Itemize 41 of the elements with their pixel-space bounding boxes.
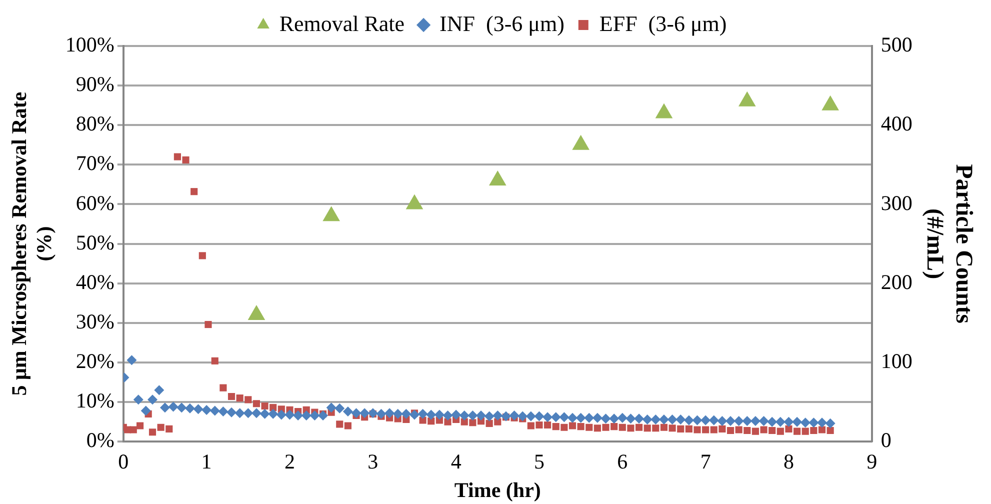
y-tick-label: 70%	[76, 151, 114, 176]
point	[655, 103, 673, 118]
point	[322, 206, 340, 222]
x-tick-label: 4	[450, 450, 462, 474]
x-tick-label: 5	[534, 450, 544, 474]
y2-tick-label: 200	[880, 270, 912, 294]
y-tick-label: 90%	[76, 72, 114, 96]
x-tick-label: 9	[866, 450, 878, 474]
x-axis-title: Time (hr)	[454, 478, 541, 502]
x-tick-label: 6	[617, 450, 628, 474]
y-tick-label: 20%	[76, 348, 114, 373]
point	[572, 134, 590, 150]
y-tick-label: 80%	[76, 112, 114, 136]
y-tick-label: 40%	[76, 270, 114, 294]
legend-label: EFF (3-6 μm)	[599, 10, 727, 36]
x-tick-label: 1	[201, 450, 212, 474]
y-tick-label: 10%	[76, 388, 114, 413]
y-tick-label: 30%	[76, 309, 114, 334]
x-tick-label: 0	[118, 450, 129, 474]
y2-tick-label: 300	[880, 190, 912, 215]
point	[248, 305, 266, 320]
point	[406, 194, 424, 210]
x-tick-label: 7	[700, 450, 711, 474]
y2-tick-label: 0	[880, 428, 892, 452]
legend-label: Removal Rate	[279, 10, 405, 36]
point	[738, 91, 756, 106]
y2-axis-title: Particle Counts (#/mL)	[922, 164, 976, 324]
y-tick-label: 100%	[65, 32, 114, 57]
x-tick-label: 8	[783, 450, 794, 474]
y-tick-label: 0%	[86, 428, 114, 452]
legend-label: INF (3-6 μm)	[440, 10, 564, 36]
y-axis-title: 5 μm Microspheres Removal Rate (%)	[7, 92, 56, 396]
x-tick-label: 2	[284, 450, 295, 474]
y2-tick-label: 400	[880, 112, 912, 136]
y2-tick-label: 500	[880, 32, 912, 57]
x-tick-label: 3	[368, 450, 378, 474]
y2-tick-label: 100	[880, 348, 912, 373]
point	[488, 170, 506, 186]
point	[822, 95, 839, 110]
y-tick-label: 50%	[76, 230, 114, 254]
y-tick-label: 60%	[76, 190, 114, 215]
